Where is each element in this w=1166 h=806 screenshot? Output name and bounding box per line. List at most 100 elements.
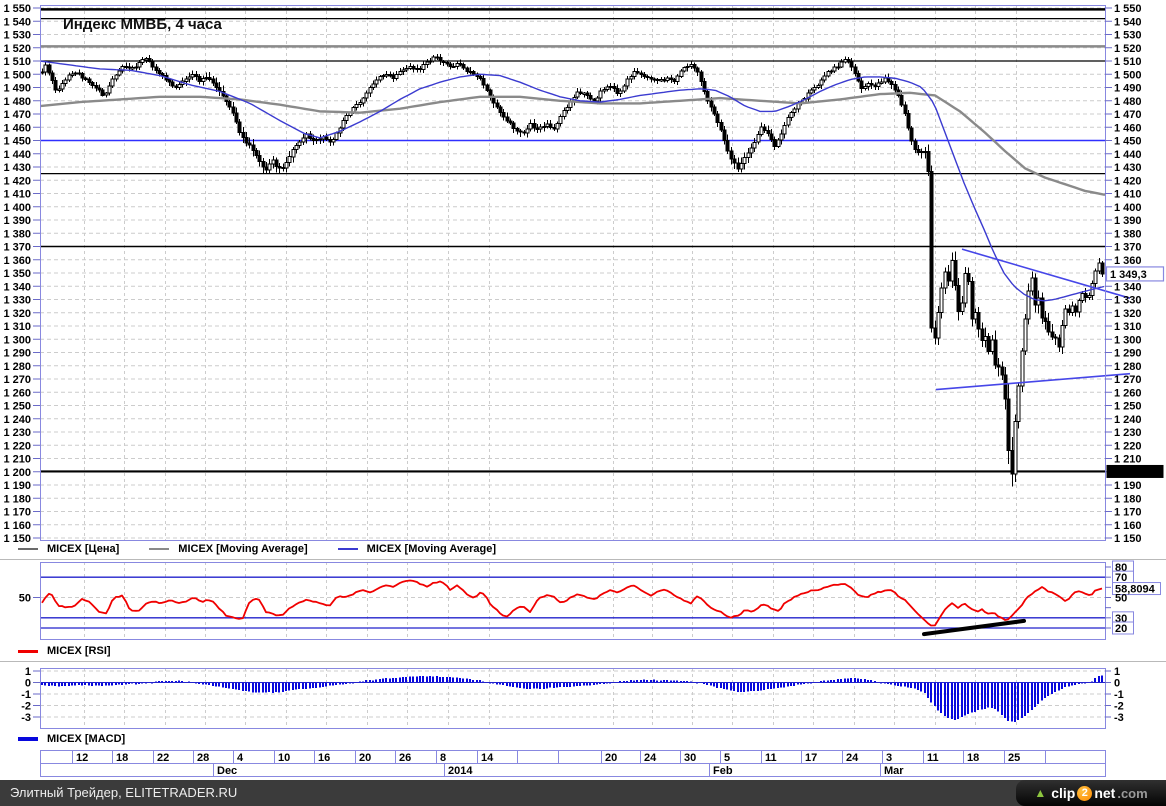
svg-text:18: 18 xyxy=(967,752,979,764)
ma-slow-line-swatch xyxy=(149,548,170,550)
ma-fast-line-swatch xyxy=(337,548,358,550)
macd-panel-legend: MICEX [MACD] xyxy=(18,733,155,745)
svg-text:1 530: 1 530 xyxy=(3,30,31,42)
svg-text:1 320: 1 320 xyxy=(3,308,31,320)
legend-label: MICEX [Moving Average] xyxy=(366,543,497,555)
svg-text:1 240: 1 240 xyxy=(3,414,31,426)
svg-text:11: 11 xyxy=(927,752,939,764)
legend-item-price[interactable]: MICEX [Цена] xyxy=(18,543,119,555)
moving-averages xyxy=(40,60,1105,302)
macd-gridlines xyxy=(40,668,1105,728)
svg-text:1 380: 1 380 xyxy=(3,228,31,240)
svg-text:1 250: 1 250 xyxy=(3,401,31,413)
svg-text:-1: -1 xyxy=(1114,689,1124,701)
legend-item-ma-slow[interactable]: MICEX [Moving Average] xyxy=(149,543,308,555)
logo-badge-2: 2 xyxy=(1077,785,1093,801)
svg-text:Mar: Mar xyxy=(884,765,904,777)
clip2net-logo[interactable]: ▲ clip 2 net .com xyxy=(1016,780,1166,806)
legend-item-rsi[interactable]: MICEX [RSI] xyxy=(18,645,111,657)
svg-text:3: 3 xyxy=(886,752,892,764)
svg-text:1 350: 1 350 xyxy=(3,268,31,280)
date-axis: 12 18 22 28 4 10 16 20 26 8 14 20 24 30 5 11 17 24 3 11 18 25… xyxy=(40,750,1106,777)
svg-text:-1: -1 xyxy=(21,689,31,701)
svg-text:1 410: 1 410 xyxy=(1114,189,1142,201)
svg-text:12: 12 xyxy=(76,752,88,764)
svg-text:1 360: 1 360 xyxy=(1114,255,1142,267)
svg-text:1 390: 1 390 xyxy=(3,215,31,227)
svg-text:1 400: 1 400 xyxy=(1114,202,1142,214)
svg-text:1 490: 1 490 xyxy=(3,83,31,95)
svg-text:1 230: 1 230 xyxy=(3,427,31,439)
svg-text:1 440: 1 440 xyxy=(3,149,31,161)
svg-text:1 150: 1 150 xyxy=(1114,533,1142,545)
legend-item-ma-fast[interactable]: MICEX [Moving Average] xyxy=(337,543,497,555)
svg-text:1 200: 1 200 xyxy=(3,467,31,479)
svg-text:24: 24 xyxy=(846,752,859,764)
legend-label: MICEX [MACD] xyxy=(47,733,126,745)
svg-text:1 240: 1 240 xyxy=(1114,414,1142,426)
logo-text-net: net xyxy=(1094,785,1116,801)
svg-text:1 349,3: 1 349,3 xyxy=(1110,269,1147,281)
trendlines xyxy=(935,248,1131,391)
svg-text:50: 50 xyxy=(1115,592,1127,604)
price-panel-legend: MICEX [Цена] MICEX [Moving Average] MICE… xyxy=(18,543,526,555)
svg-text:1 290: 1 290 xyxy=(3,348,31,360)
svg-text:1 530: 1 530 xyxy=(1114,30,1142,42)
svg-text:1 550: 1 550 xyxy=(1114,3,1142,15)
candles-layer xyxy=(40,54,1105,487)
macd-line-swatch xyxy=(18,737,38,741)
svg-text:10: 10 xyxy=(278,752,290,764)
svg-text:1 220: 1 220 xyxy=(1114,440,1142,452)
svg-text:1 250: 1 250 xyxy=(1114,401,1142,413)
svg-text:26: 26 xyxy=(399,752,411,764)
svg-text:4: 4 xyxy=(237,752,244,764)
svg-text:-2: -2 xyxy=(1114,701,1124,713)
chart-title: Индекс ММВБ, 4 часа xyxy=(63,16,222,33)
svg-text:1 340: 1 340 xyxy=(3,281,31,293)
svg-text:Feb: Feb xyxy=(713,765,733,777)
svg-text:0: 0 xyxy=(1114,678,1120,690)
legend-label: MICEX [Moving Average] xyxy=(178,543,308,555)
rsi-line-swatch xyxy=(18,649,38,653)
svg-text:18: 18 xyxy=(116,752,128,764)
svg-text:-3: -3 xyxy=(21,712,31,724)
svg-text:1 500: 1 500 xyxy=(3,69,31,81)
svg-text:16: 16 xyxy=(318,752,330,764)
svg-text:1 360: 1 360 xyxy=(3,255,31,267)
panel-separator xyxy=(0,559,1166,560)
svg-text:1 370: 1 370 xyxy=(3,242,31,254)
svg-text:1 470: 1 470 xyxy=(3,109,31,121)
svg-text:1 480: 1 480 xyxy=(1114,96,1142,108)
panel-separator xyxy=(0,661,1166,662)
svg-text:1 170: 1 170 xyxy=(3,507,31,519)
svg-text:1 430: 1 430 xyxy=(3,162,31,174)
price-line-swatch xyxy=(18,548,38,550)
svg-text:1 260: 1 260 xyxy=(1114,387,1142,399)
svg-text:30: 30 xyxy=(684,752,696,764)
svg-text:50: 50 xyxy=(19,592,31,604)
svg-text:1: 1 xyxy=(1114,666,1120,678)
svg-text:1 300: 1 300 xyxy=(3,334,31,346)
svg-text:1 270: 1 270 xyxy=(3,374,31,386)
svg-text:8: 8 xyxy=(440,752,446,764)
footer-bar: Элитный Трейдер, ELITETRADER.RU ▲ clip 2… xyxy=(0,780,1166,806)
svg-text:24: 24 xyxy=(644,752,657,764)
svg-text:1 480: 1 480 xyxy=(3,96,31,108)
legend-item-macd[interactable]: MICEX [MACD] xyxy=(18,733,125,745)
svg-text:20: 20 xyxy=(1115,623,1127,635)
arrow-up-icon: ▲ xyxy=(1034,786,1047,800)
svg-text:1 540: 1 540 xyxy=(1114,16,1142,28)
svg-text:28: 28 xyxy=(197,752,209,764)
svg-text:1 500: 1 500 xyxy=(1114,69,1142,81)
macd-axis: 1 10 0-1 -1-2 -2-3 -3 xyxy=(21,666,1124,724)
rsi-panel-legend: MICEX [RSI] xyxy=(18,645,141,657)
svg-text:1 210: 1 210 xyxy=(1114,454,1142,466)
svg-text:1 320: 1 320 xyxy=(1114,308,1142,320)
svg-text:1 440: 1 440 xyxy=(1114,149,1142,161)
svg-text:1 450: 1 450 xyxy=(3,136,31,148)
credit-text: Элитный Трейдер, ELITETRADER.RU xyxy=(10,785,238,800)
svg-text:17: 17 xyxy=(805,752,817,764)
